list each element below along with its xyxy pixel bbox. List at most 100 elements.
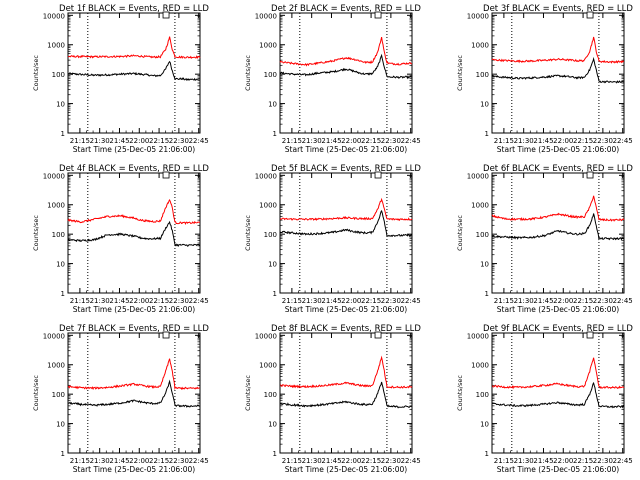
y-tick-label: 10000: [255, 12, 277, 20]
x-tick-label: 22:30: [381, 457, 401, 465]
x-tick-label: 21:45: [321, 457, 341, 465]
y-axis-title: Counts/sec: [32, 55, 40, 91]
y-tick-label: 1: [273, 290, 277, 298]
x-tick-label: 22:00: [341, 457, 361, 465]
x-tick-label: 22:30: [381, 297, 401, 305]
y-axis-title: Counts/sec: [456, 215, 464, 251]
lld-series-line: [67, 36, 201, 60]
y-tick-label: 1000: [259, 202, 277, 210]
y-tick-label: 1: [485, 130, 489, 138]
x-axis-title: Start Time (25-Dec-05 21:06:00): [497, 305, 619, 314]
plot-frame: [279, 172, 413, 294]
y-tick-label: 10000: [43, 172, 65, 180]
y-tick-label: 10000: [467, 332, 489, 340]
x-tick-label: 22:45: [401, 137, 421, 145]
y-tick-label: 1: [61, 450, 65, 458]
y-tick-label: 1000: [471, 362, 489, 370]
x-tick-label: 22:15: [361, 457, 381, 465]
y-tick-label: 10: [480, 261, 489, 269]
events-series-line: [67, 379, 200, 408]
events-series-line: [491, 213, 625, 241]
x-axis-title: Start Time (25-Dec-05 21:06:00): [285, 465, 407, 474]
x-tick-label: 21:15: [70, 297, 90, 305]
y-tick-label: 10000: [43, 12, 65, 20]
x-tick-label: 21:15: [282, 297, 302, 305]
lld-series-line: [67, 358, 200, 391]
x-axis-title: Start Time (25-Dec-05 21:06:00): [73, 305, 195, 314]
y-tick-label: 1: [273, 130, 277, 138]
y-axis-title: Counts/sec: [32, 215, 40, 251]
x-tick-label: 22:30: [381, 137, 401, 145]
y-axis-title: Counts/sec: [244, 215, 252, 251]
x-tick-label: 21:15: [494, 137, 514, 145]
x-axis-title: Start Time (25-Dec-05 21:06:00): [285, 305, 407, 314]
y-axis-title: Counts/sec: [244, 55, 252, 91]
plot-frame: [67, 332, 201, 454]
y-tick-label: 10: [268, 101, 277, 109]
x-tick-label: 21:30: [514, 457, 534, 465]
y-tick-label: 1000: [259, 42, 277, 50]
x-tick-label: 22:00: [553, 137, 573, 145]
y-tick-label: 100: [264, 71, 277, 79]
panel-det-1f: Det 1f BLACK = Events, RED = LLD 1 10 100 10…: [32, 4, 209, 154]
x-tick-label: 21:45: [321, 137, 341, 145]
x-tick-label: 22:45: [401, 457, 421, 465]
y-tick-label: 1: [485, 450, 489, 458]
x-tick-label: 22:30: [169, 457, 189, 465]
x-tick-label: 22:15: [361, 297, 381, 305]
events-series-line: [491, 56, 625, 84]
x-tick-label: 21:15: [282, 457, 302, 465]
y-tick-label: 10: [480, 421, 489, 429]
x-tick-label: 22:00: [129, 297, 149, 305]
y-tick-label: 10000: [467, 172, 489, 180]
y-tick-label: 10000: [255, 332, 277, 340]
lld-series-line: [280, 355, 413, 389]
x-tick-label: 21:30: [302, 457, 322, 465]
y-tick-label: 1: [273, 450, 277, 458]
y-tick-label: 10000: [43, 332, 65, 340]
x-tick-label: 22:15: [149, 137, 169, 145]
corner-marker: [586, 11, 594, 19]
y-tick-label: 10: [268, 421, 277, 429]
x-tick-label: 22:45: [613, 457, 633, 465]
x-tick-label: 22:45: [401, 297, 421, 305]
x-tick-label: 22:00: [553, 297, 573, 305]
x-tick-label: 22:45: [613, 297, 633, 305]
panel-title: Det 8f BLACK = Events, RED = LLD: [271, 324, 421, 334]
y-tick-label: 1: [61, 130, 65, 138]
x-tick-label: 22:00: [553, 457, 573, 465]
panel-det-8f: Det 8f BLACK = Events, RED = LLD 1 10 100 10…: [244, 324, 421, 474]
panel-det-6f: Det 6f BLACK = Events, RED = LLD 1 10 100 10…: [456, 164, 633, 314]
x-axis-title: Start Time (25-Dec-05 21:06:00): [497, 465, 619, 474]
y-tick-label: 10: [480, 101, 489, 109]
panel-title: Det 1f BLACK = Events, RED = LLD: [59, 4, 209, 14]
x-tick-label: 21:45: [109, 457, 129, 465]
plot-frame: [491, 172, 625, 294]
panel-det-9f: Det 9f BLACK = Events, RED = LLD 1 10 100 10…: [456, 324, 633, 474]
lld-series-line: [491, 357, 625, 390]
y-tick-label: 100: [476, 71, 489, 79]
events-series-line: [279, 53, 413, 80]
corner-marker: [374, 171, 382, 179]
x-axis-title: Start Time (25-Dec-05 21:06:00): [73, 145, 195, 154]
y-tick-label: 1000: [471, 42, 489, 50]
y-tick-label: 1000: [47, 362, 65, 370]
y-axis-title: Counts/sec: [456, 375, 464, 411]
x-tick-label: 22:45: [189, 457, 209, 465]
corner-marker: [586, 331, 594, 339]
y-tick-label: 1: [61, 290, 65, 298]
x-tick-label: 22:00: [129, 457, 149, 465]
x-tick-label: 22:30: [169, 137, 189, 145]
panel-det-7f: Det 7f BLACK = Events, RED = LLD 1 10 100 10…: [32, 324, 209, 474]
y-tick-label: 1000: [47, 42, 65, 50]
lld-series-line: [279, 36, 412, 67]
x-tick-label: 21:45: [109, 137, 129, 145]
panel-title: Det 6f BLACK = Events, RED = LLD: [483, 164, 633, 174]
x-tick-label: 21:30: [302, 137, 322, 145]
x-tick-label: 22:00: [341, 137, 361, 145]
x-tick-label: 21:30: [302, 297, 322, 305]
x-tick-label: 21:45: [533, 137, 553, 145]
y-tick-label: 100: [52, 71, 65, 79]
y-tick-label: 10: [56, 421, 65, 429]
y-tick-label: 100: [476, 391, 489, 399]
